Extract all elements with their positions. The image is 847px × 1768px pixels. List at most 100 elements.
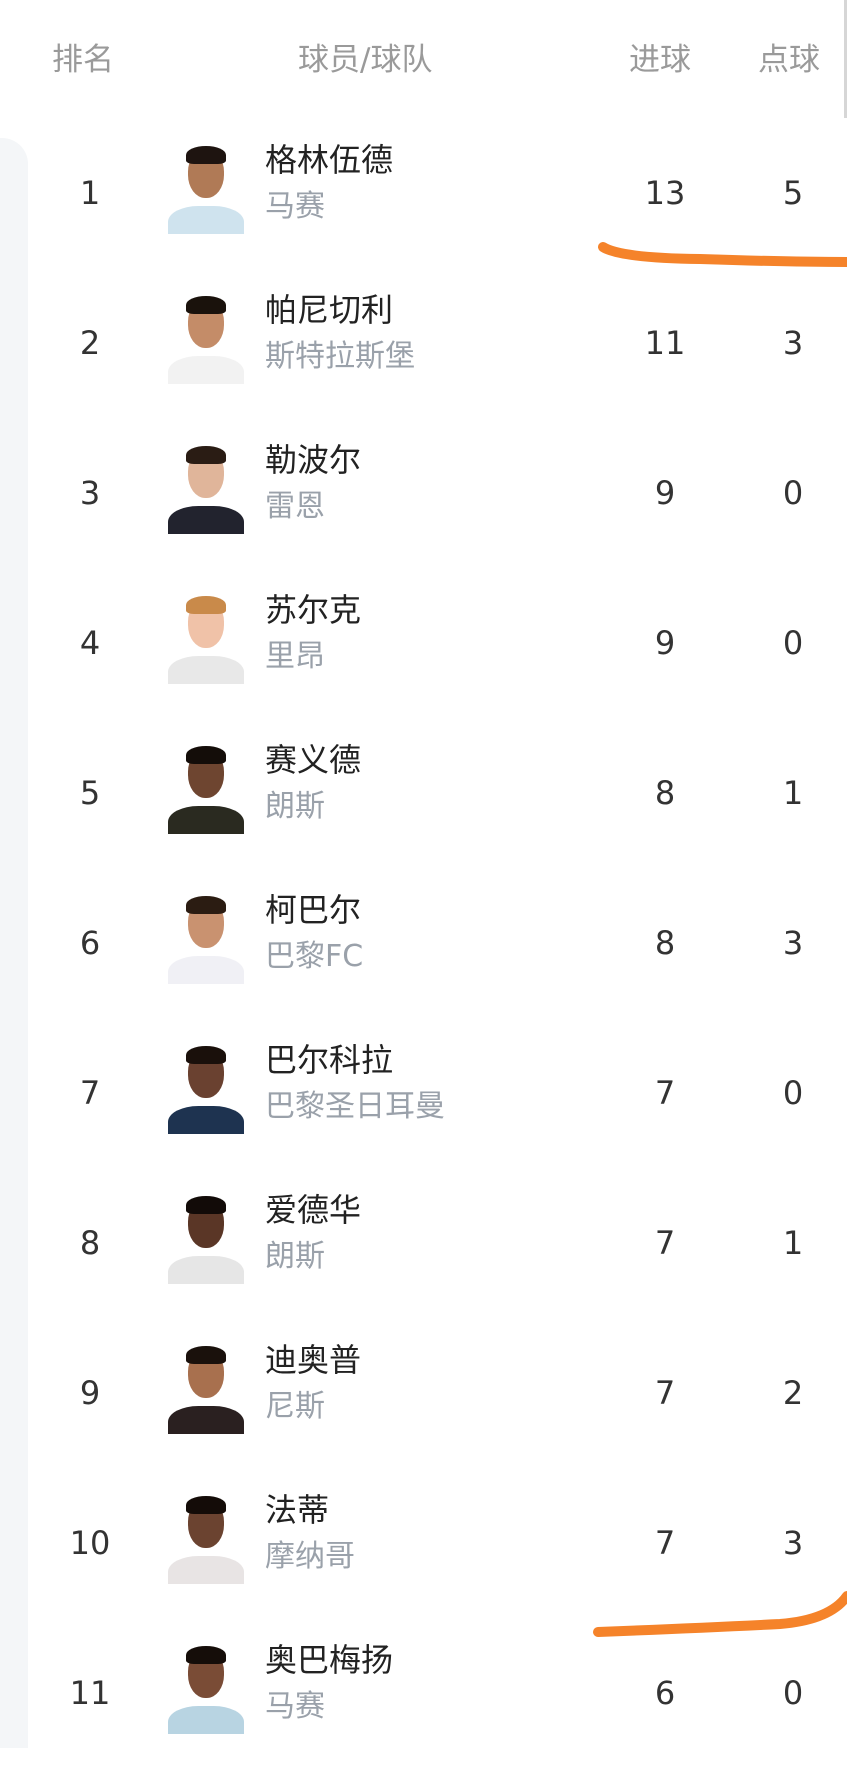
goals-value: 8	[654, 774, 676, 812]
player-avatar[interactable]	[162, 746, 250, 834]
team-name[interactable]: 里昂	[265, 639, 325, 674]
penalties-value: 3	[782, 324, 804, 362]
goals-value: 9	[654, 474, 676, 512]
team-name[interactable]: 马赛	[265, 189, 325, 224]
player-name[interactable]: 爱德华	[265, 1191, 362, 1229]
goals-value: 7	[654, 1074, 676, 1112]
avatar-hair	[186, 1046, 226, 1064]
rank: 10	[69, 1524, 111, 1562]
rank: 8	[79, 1224, 101, 1262]
penalties-value: 0	[782, 474, 804, 512]
goals-value: 7	[654, 1224, 676, 1262]
rank: 5	[79, 774, 101, 812]
team-name[interactable]: 巴黎FC	[265, 939, 364, 974]
player-avatar[interactable]	[162, 1646, 250, 1734]
avatar-kit	[168, 806, 244, 834]
rank: 4	[79, 624, 101, 662]
goals-value: 13	[644, 174, 686, 212]
rank: 11	[69, 1674, 111, 1712]
avatar-kit	[168, 1706, 244, 1734]
goals-value: 9	[654, 624, 676, 662]
header-penalties[interactable]: 点球	[758, 42, 820, 78]
avatar-hair	[186, 1496, 226, 1514]
player-name[interactable]: 巴尔科拉	[265, 1041, 394, 1079]
team-name[interactable]: 朗斯	[265, 789, 325, 824]
penalties-value: 0	[782, 624, 804, 662]
avatar-hair	[186, 1346, 226, 1364]
player-avatar[interactable]	[162, 896, 250, 984]
table-row[interactable]: 2 帕尼切利 斯特拉斯堡 11 3	[0, 268, 847, 418]
player-avatar[interactable]	[162, 446, 250, 534]
avatar-hair	[186, 146, 226, 164]
header-rank: 排名	[52, 42, 114, 78]
avatar-hair	[186, 596, 226, 614]
team-name[interactable]: 朗斯	[265, 1239, 325, 1274]
scrollbar[interactable]	[844, 0, 847, 118]
penalties-value: 1	[782, 1224, 804, 1262]
player-name[interactable]: 格林伍德	[265, 141, 394, 179]
table-row[interactable]: 4 苏尔克 里昂 9 0	[0, 568, 847, 718]
rank: 7	[79, 1074, 101, 1112]
player-avatar[interactable]	[162, 1496, 250, 1584]
rank: 1	[79, 174, 101, 212]
player-avatar[interactable]	[162, 1046, 250, 1134]
team-name[interactable]: 马赛	[265, 1689, 325, 1724]
team-name[interactable]: 雷恩	[265, 489, 325, 524]
avatar-hair	[186, 896, 226, 914]
avatar-kit	[168, 1256, 244, 1284]
avatar-kit	[168, 1556, 244, 1584]
rank: 6	[79, 924, 101, 962]
player-avatar[interactable]	[162, 146, 250, 234]
avatar-hair	[186, 296, 226, 314]
team-name[interactable]: 巴黎圣日耳曼	[265, 1089, 445, 1124]
table-row[interactable]: 9 迪奥普 尼斯 7 2	[0, 1318, 847, 1468]
player-name[interactable]: 法蒂	[265, 1491, 330, 1529]
table-row[interactable]: 5 赛义德 朗斯 8 1	[0, 718, 847, 868]
avatar-kit	[168, 506, 244, 534]
header-player-team: 球员/球队	[298, 42, 433, 78]
player-name[interactable]: 奥巴梅扬	[265, 1641, 394, 1679]
avatar-hair	[186, 446, 226, 464]
penalties-value: 2	[782, 1374, 804, 1412]
rank: 9	[79, 1374, 101, 1412]
player-avatar[interactable]	[162, 1346, 250, 1434]
team-name[interactable]: 斯特拉斯堡	[265, 339, 415, 374]
team-name[interactable]: 尼斯	[265, 1389, 325, 1424]
table-row[interactable]: 11 奥巴梅扬 马赛 6 0	[0, 1618, 847, 1768]
player-avatar[interactable]	[162, 296, 250, 384]
player-avatar[interactable]	[162, 596, 250, 684]
avatar-kit	[168, 956, 244, 984]
rank: 2	[79, 324, 101, 362]
player-avatar[interactable]	[162, 1196, 250, 1284]
penalties-value: 5	[782, 174, 804, 212]
player-name[interactable]: 帕尼切利	[265, 291, 394, 329]
table-row[interactable]: 10 法蒂 摩纳哥 7 3	[0, 1468, 847, 1618]
avatar-kit	[168, 206, 244, 234]
table-row[interactable]: 7 巴尔科拉 巴黎圣日耳曼 7 0	[0, 1018, 847, 1168]
penalties-value: 0	[782, 1074, 804, 1112]
goals-value: 7	[654, 1524, 676, 1562]
goals-value: 6	[654, 1674, 676, 1712]
player-name[interactable]: 赛义德	[265, 741, 362, 779]
table-row[interactable]: 1 格林伍德 马赛 13 5	[0, 118, 847, 268]
player-name[interactable]: 苏尔克	[265, 591, 362, 629]
penalties-value: 1	[782, 774, 804, 812]
penalties-value: 3	[782, 1524, 804, 1562]
team-name[interactable]: 摩纳哥	[265, 1539, 355, 1574]
avatar-kit	[168, 1406, 244, 1434]
header-goals[interactable]: 进球	[629, 42, 691, 78]
player-name[interactable]: 柯巴尔	[265, 891, 362, 929]
left-panel-edge	[0, 138, 28, 1748]
avatar-hair	[186, 1646, 226, 1664]
avatar-kit	[168, 656, 244, 684]
table-row[interactable]: 6 柯巴尔 巴黎FC 8 3	[0, 868, 847, 1018]
penalties-value: 3	[782, 924, 804, 962]
table-row[interactable]: 3 勒波尔 雷恩 9 0	[0, 418, 847, 568]
player-name[interactable]: 勒波尔	[265, 441, 362, 479]
goals-value: 11	[644, 324, 686, 362]
avatar-kit	[168, 356, 244, 384]
player-name[interactable]: 迪奥普	[265, 1341, 362, 1379]
avatar-hair	[186, 1196, 226, 1214]
avatar-kit	[168, 1106, 244, 1134]
table-row[interactable]: 8 爱德华 朗斯 7 1	[0, 1168, 847, 1318]
